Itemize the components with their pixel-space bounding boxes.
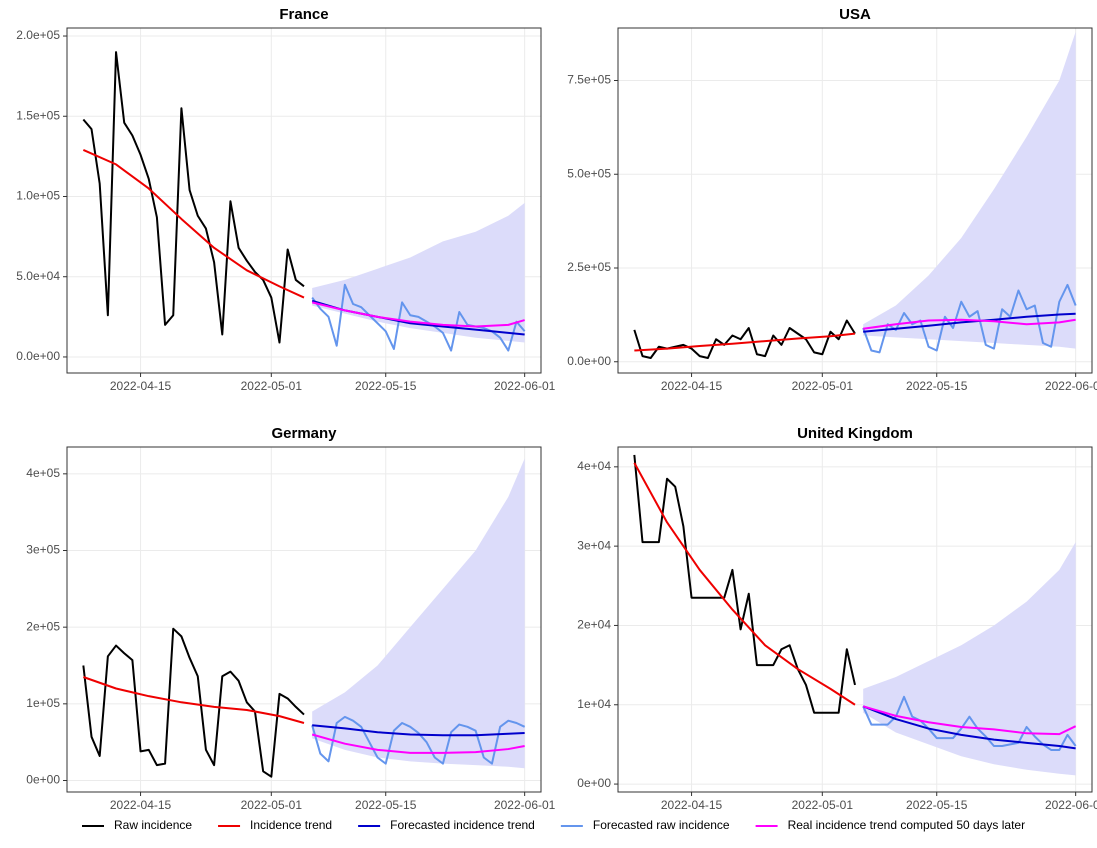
y-tick-label: 4e+04 [577, 459, 611, 473]
legend-label: Raw incidence [114, 818, 192, 832]
x-tick-label: 2022-06-01 [494, 798, 556, 812]
panel-title: USA [839, 6, 871, 23]
series-line [633, 462, 856, 706]
x-tick-label: 2022-05-15 [355, 379, 417, 393]
series-line [83, 676, 305, 724]
series-line [862, 705, 1077, 736]
series-line [312, 724, 525, 737]
panel-border [66, 446, 542, 793]
y-tick-label: 3e+05 [26, 543, 60, 557]
y-tick-label: 2.0e+05 [16, 28, 60, 42]
confidence-band [312, 458, 525, 769]
y-tick-label: 5.0e+04 [16, 269, 60, 283]
y-tick-label: 1.5e+05 [16, 108, 60, 122]
x-tick-label: 2022-05-01 [792, 798, 854, 812]
x-tick-label: 2022-06-01 [1045, 798, 1097, 812]
y-tick-label: 0.0e+00 [567, 354, 611, 368]
y-tick-label: 1e+05 [26, 696, 60, 710]
confidence-band [863, 542, 1076, 776]
panel-title: Germany [271, 425, 337, 442]
confidence-band [312, 202, 525, 343]
x-tick-label: 2022-05-15 [906, 379, 968, 393]
y-tick-label: 1e+04 [577, 697, 611, 711]
series-line [82, 149, 305, 299]
series-line [311, 733, 525, 754]
legend-label: Forecasted incidence trend [390, 818, 535, 832]
x-tick-label: 2022-05-15 [906, 798, 968, 812]
y-tick-label: 4e+05 [26, 466, 60, 480]
y-tick-label: 0.0e+00 [16, 349, 60, 363]
x-tick-label: 2022-06-01 [494, 379, 556, 393]
panel-border [617, 27, 1093, 374]
y-tick-label: 5.0e+05 [567, 166, 611, 180]
x-tick-label: 2022-04-15 [661, 379, 723, 393]
x-tick-label: 2022-05-15 [355, 798, 417, 812]
series-line [634, 332, 856, 352]
series-line [863, 318, 1076, 330]
panel-title: United Kingdom [797, 425, 913, 442]
panel-title: France [279, 6, 328, 23]
series-line [82, 627, 305, 778]
x-tick-label: 2022-05-01 [241, 379, 303, 393]
y-tick-label: 2e+04 [577, 618, 611, 632]
legend-label: Incidence trend [250, 818, 332, 832]
y-tick-label: 7.5e+05 [567, 73, 611, 87]
y-tick-label: 1.0e+05 [16, 189, 60, 203]
x-tick-label: 2022-06-01 [1045, 379, 1097, 393]
x-tick-label: 2022-04-15 [110, 798, 172, 812]
y-tick-label: 2.5e+05 [567, 260, 611, 274]
series-line [633, 454, 856, 714]
panel-border [66, 27, 542, 374]
series-line [311, 301, 525, 328]
legend-label: Real incidence trend computed 50 days la… [788, 818, 1025, 832]
x-tick-label: 2022-05-01 [241, 798, 303, 812]
series-line [862, 705, 1076, 750]
y-tick-label: 2e+05 [26, 619, 60, 633]
x-tick-label: 2022-04-15 [661, 798, 723, 812]
y-tick-label: 0e+00 [26, 773, 60, 787]
x-tick-label: 2022-05-01 [792, 379, 854, 393]
confidence-band [863, 31, 1076, 349]
x-tick-label: 2022-04-15 [110, 379, 172, 393]
panel-border [617, 446, 1093, 793]
series-line [862, 695, 1077, 751]
series-line [311, 715, 526, 765]
y-tick-label: 3e+04 [577, 538, 611, 552]
series-line [82, 51, 305, 344]
y-tick-label: 0e+00 [577, 776, 611, 790]
legend-label: Forecasted raw incidence [593, 818, 730, 832]
